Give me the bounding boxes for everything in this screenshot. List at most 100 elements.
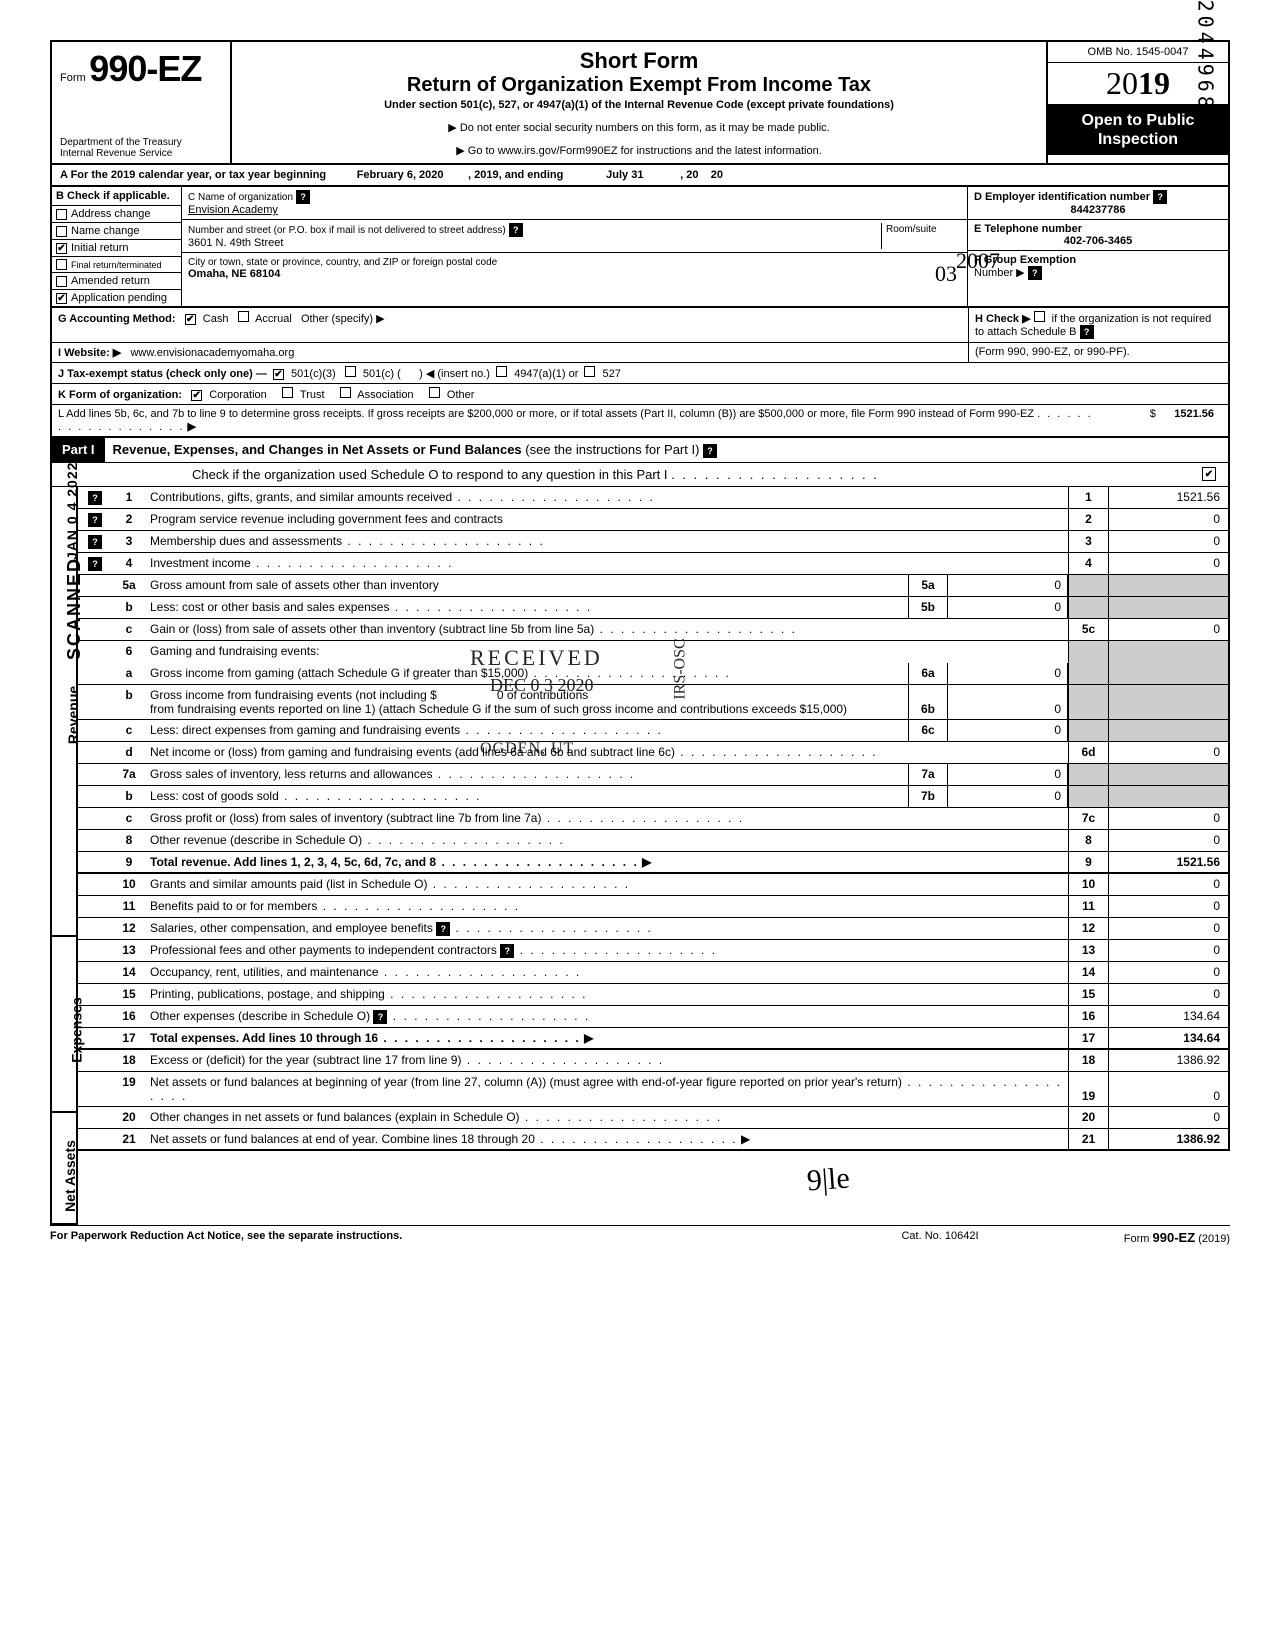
chk-schedule-o[interactable]: ✔ [1202,467,1216,481]
line-val: 0 [1108,553,1228,574]
dots [378,1031,581,1045]
chk-accrual[interactable] [238,311,249,322]
line-5a: 5a Gross amount from sale of assets othe… [78,575,1230,597]
dots [317,899,520,913]
line-6c: c Less: direct expenses from gaming and … [78,720,1230,742]
help-icon[interactable]: ? [88,513,102,527]
line-desc: Membership dues and assessments [146,531,1068,552]
open-line1: Open to Public [1082,112,1195,129]
desc-text2: of contributions [507,688,588,702]
blank [78,874,112,895]
help-icon[interactable]: ? [436,922,450,936]
line-desc: Net income or (loss) from gaming and fun… [146,742,1068,763]
help-icon[interactable]: ? [703,444,717,458]
line-num: b [112,685,146,719]
mid-val: 0 [948,663,1068,684]
line-num: 2 [112,509,146,530]
line-7c: c Gross profit or (loss) from sales of i… [78,808,1230,830]
line-box: 12 [1068,918,1108,939]
line-num: b [112,597,146,618]
shaded-val [1108,641,1228,663]
entity-info-grid: B Check if applicable. Address change Na… [50,187,1230,308]
shaded-val [1108,764,1228,785]
line-num: 13 [112,940,146,961]
part1-title: Revenue, Expenses, and Changes in Net As… [105,438,1228,462]
col-b-header: B Check if applicable. [52,187,181,205]
line-val: 1386.92 [1108,1050,1228,1071]
line-desc: Benefits paid to or for members [146,896,1068,917]
dots [251,556,454,570]
chk-label: Amended return [71,275,150,287]
line-num: 4 [112,553,146,574]
line-box: 11 [1068,896,1108,917]
help-icon[interactable]: ? [88,535,102,549]
line-val: 0 [1108,918,1228,939]
chk-501c[interactable] [345,366,356,377]
line-num: 11 [112,896,146,917]
chk-501c3[interactable]: ✔ [273,369,284,380]
row-i: I Website: ▶ www.envisionacademyomaha.or… [50,343,1230,363]
mid-box: 6a [908,663,948,684]
chk-trust[interactable] [282,387,293,398]
mid-val: 0 [948,720,1068,741]
form-header: Form 990-EZ Department of the Treasury I… [50,40,1230,165]
line-desc: Less: direct expenses from gaming and fu… [146,720,908,741]
chk-527[interactable] [584,366,595,377]
line-desc: Total revenue. Add lines 1, 2, 3, 4, 5c,… [146,852,1068,872]
dots [385,987,588,1001]
chk-4947[interactable] [496,366,507,377]
chk-assoc[interactable] [340,387,351,398]
chk-application-pending[interactable]: ✔Application pending [52,289,181,306]
ein-label: D Employer identification number [974,191,1150,203]
chk-schedule-b[interactable] [1034,311,1045,322]
help-icon[interactable]: ? [1028,266,1042,280]
blank [78,830,112,851]
line-desc: Net assets or fund balances at end of ye… [146,1129,1068,1149]
help-icon[interactable]: ? [88,557,102,571]
help-icon[interactable]: ? [509,223,523,237]
chk-corp[interactable]: ✔ [191,390,202,401]
desc-text: Less: cost of goods sold [150,789,279,803]
body-table: Revenue Expenses Net Assets ? 1 Contribu… [50,487,1230,1225]
desc-text: Contributions, gifts, grants, and simila… [150,490,452,504]
desc-text: Less: cost or other basis and sales expe… [150,600,389,614]
help-icon[interactable]: ? [373,1010,387,1024]
shaded-box [1068,597,1108,618]
line-num: 14 [112,962,146,983]
chk-address-change[interactable]: Address change [52,205,181,222]
mid-val: 0 [948,597,1068,618]
dots [671,467,879,482]
row-a-label: A For the 2019 calendar year, or tax yea… [60,169,326,181]
chk-amended[interactable]: Amended return [52,272,181,289]
line-desc: Other expenses (describe in Schedule O) … [146,1006,1068,1027]
j-label: J Tax-exempt status (check only one) — [58,368,267,380]
chk-cash[interactable]: ✔ [185,314,196,325]
line-box: 3 [1068,531,1108,552]
phone-label: E Telephone number [974,223,1082,235]
line-desc: Net assets or fund balances at beginning… [146,1072,1068,1106]
help-icon[interactable]: ? [1080,325,1094,339]
line-1: ? 1 Contributions, gifts, grants, and si… [78,487,1230,509]
line-val: 0 [1108,962,1228,983]
desc-text: Net income or (loss) from gaming and fun… [150,745,675,759]
help-icon[interactable]: ? [1153,190,1167,204]
help-icon[interactable]: ? [88,491,102,505]
handwritten-suite: 03 [935,261,957,287]
mid-box: 7b [908,786,948,807]
chk-other[interactable] [429,387,440,398]
accrual-label: Accrual [255,313,292,325]
open-line2: Inspection [1098,131,1178,148]
org-name-row: C Name of organization ? Envision Academ… [182,187,967,220]
line-box: 5c [1068,619,1108,640]
help-icon[interactable]: ? [296,190,310,204]
line-num: 15 [112,984,146,1005]
org-name: Envision Academy [188,204,278,216]
chk-final-return[interactable]: Final return/terminated [52,256,181,272]
line-box: 19 [1068,1072,1108,1106]
chk-name-change[interactable]: Name change [52,222,181,239]
form-number: 990-EZ [89,48,201,89]
chk-initial-return[interactable]: ✔Initial return [52,239,181,256]
help-icon[interactable]: ? [500,944,514,958]
line-num: 17 [112,1028,146,1048]
k-label: K Form of organization: [58,389,182,401]
